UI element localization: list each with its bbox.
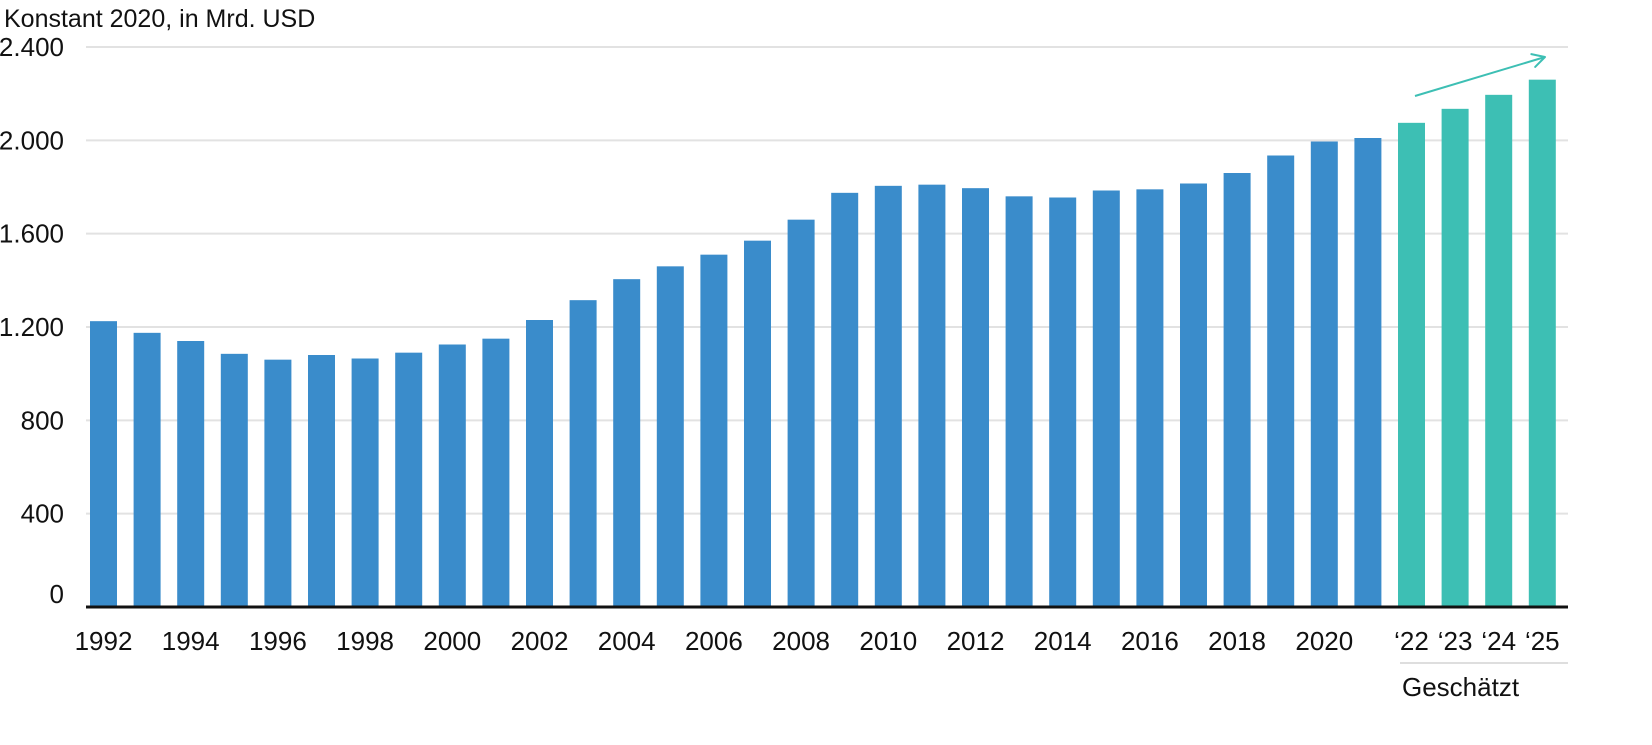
bar [613,279,641,607]
bar [438,344,466,607]
bar [700,254,728,607]
bar [1354,138,1382,607]
bar-estimated [1485,94,1513,608]
x-axis-ticks: 1992 1994 1996 1998 2000 2002 2004 2006 2008 2010… [75,626,1560,656]
trend-arrow [1414,53,1546,97]
bar [1092,190,1120,607]
bar [787,219,815,607]
x-tick-label: 1994 [162,626,220,656]
bar [962,188,989,607]
x-tick-label: 2018 [1208,626,1266,656]
y-tick-label: 2.400 [0,32,64,62]
x-tick-label: 1996 [249,626,307,656]
bar [744,240,771,607]
bar [133,332,161,607]
x-tick-label: 2014 [1034,626,1092,656]
bar [177,341,205,607]
bar [90,321,117,607]
bars [90,79,1556,608]
bar [1267,155,1295,607]
trend-arrow-head [1530,53,1546,68]
x-tick-label: 2020 [1295,626,1353,656]
y-tick-label: 1.600 [0,219,64,249]
x-tick-label: 1998 [336,626,394,656]
y-tick-label: 800 [21,405,64,435]
y-axis-title: Konstant 2020, in Mrd. USD [4,5,315,33]
bar [526,320,553,607]
bar [1180,183,1207,607]
bar [1049,197,1077,607]
bar [874,185,902,608]
bar [395,352,423,607]
bar [1223,173,1251,607]
forecast-group-label: Geschätzt [1402,672,1520,702]
x-tick-label: 1992 [75,626,133,656]
bar [264,359,292,607]
x-tick-label: 2000 [423,626,481,656]
bar [351,358,379,607]
bar [918,184,946,607]
x-tick-label: 2002 [511,626,569,656]
x-tick-label: 2012 [947,626,1005,656]
bar [569,300,597,607]
bar [656,266,684,607]
x-tick-label: 2016 [1121,626,1179,656]
x-tick-label: ‘23 [1438,626,1473,656]
x-tick-label: 2010 [859,626,917,656]
x-tick-label: 2004 [598,626,656,656]
bar [308,355,335,607]
bar-estimated [1398,122,1425,607]
bar [1136,189,1164,608]
bar-estimated [1528,79,1556,607]
bar [831,192,859,608]
x-tick-label: 2008 [772,626,830,656]
x-tick-label: ‘24 [1481,626,1516,656]
x-tick-label: ‘22 [1394,626,1429,656]
bar-estimated [1441,108,1469,607]
y-tick-label: 0 [50,579,64,609]
trend-arrow-shaft [1414,56,1546,97]
y-axis-ticks: 0 400 800 1.200 1.600 2.000 2.400 [0,32,64,609]
x-tick-label: ‘25 [1525,626,1560,656]
y-tick-label: 400 [21,499,64,529]
y-tick-label: 2.000 [0,125,64,155]
y-tick-label: 1.200 [0,312,64,342]
bar [220,353,248,607]
bar [1310,141,1338,607]
x-tick-label: 2006 [685,626,743,656]
bar [1005,196,1033,608]
bar [482,338,510,607]
